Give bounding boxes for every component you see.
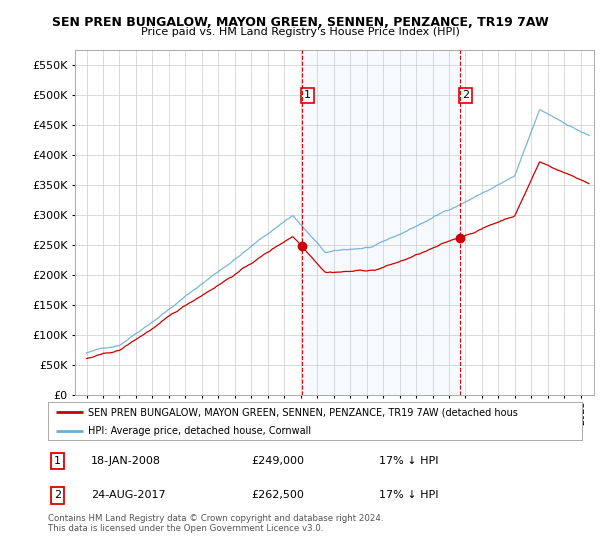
Text: 2: 2: [462, 90, 469, 100]
Text: SEN PREN BUNGALOW, MAYON GREEN, SENNEN, PENZANCE, TR19 7AW (detached hous: SEN PREN BUNGALOW, MAYON GREEN, SENNEN, …: [88, 407, 518, 417]
Text: 1: 1: [304, 90, 311, 100]
Text: 1: 1: [54, 456, 61, 466]
Text: HPI: Average price, detached house, Cornwall: HPI: Average price, detached house, Corn…: [88, 426, 311, 436]
Text: 24-AUG-2017: 24-AUG-2017: [91, 491, 166, 501]
Text: SEN PREN BUNGALOW, MAYON GREEN, SENNEN, PENZANCE, TR19 7AW: SEN PREN BUNGALOW, MAYON GREEN, SENNEN, …: [52, 16, 548, 29]
Text: Price paid vs. HM Land Registry's House Price Index (HPI): Price paid vs. HM Land Registry's House …: [140, 27, 460, 37]
Text: Contains HM Land Registry data © Crown copyright and database right 2024.
This d: Contains HM Land Registry data © Crown c…: [48, 514, 383, 534]
Bar: [302, 50, 460, 395]
Text: 2: 2: [54, 491, 61, 501]
Text: 17% ↓ HPI: 17% ↓ HPI: [379, 456, 439, 466]
Text: 17% ↓ HPI: 17% ↓ HPI: [379, 491, 439, 501]
Text: £262,500: £262,500: [251, 491, 304, 501]
Text: £249,000: £249,000: [251, 456, 304, 466]
Text: 18-JAN-2008: 18-JAN-2008: [91, 456, 161, 466]
